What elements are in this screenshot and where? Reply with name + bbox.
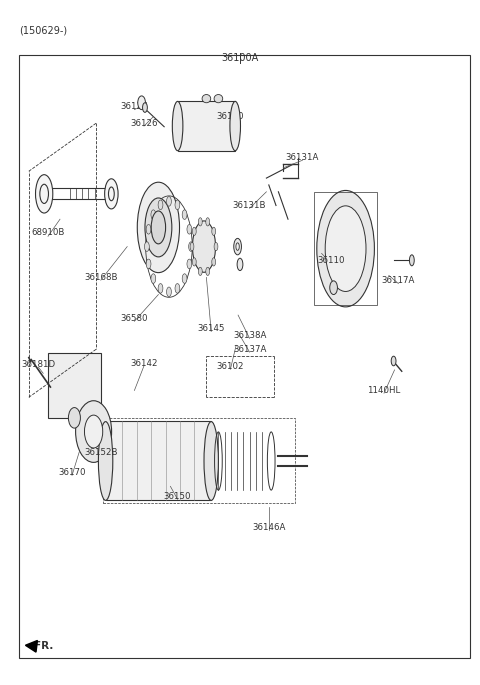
Ellipse shape bbox=[84, 415, 103, 448]
Text: 36131A: 36131A bbox=[286, 153, 319, 162]
Text: 36145: 36145 bbox=[197, 324, 225, 334]
Text: (150629-): (150629-) bbox=[19, 26, 67, 36]
Bar bbox=[48, 353, 101, 418]
Text: 36131B: 36131B bbox=[233, 201, 266, 210]
Ellipse shape bbox=[144, 242, 149, 251]
Ellipse shape bbox=[202, 95, 211, 103]
Ellipse shape bbox=[175, 284, 180, 293]
Ellipse shape bbox=[189, 242, 193, 251]
Ellipse shape bbox=[76, 401, 111, 462]
Ellipse shape bbox=[145, 198, 172, 257]
Text: 36110: 36110 bbox=[317, 256, 345, 265]
Ellipse shape bbox=[192, 258, 196, 266]
Ellipse shape bbox=[325, 206, 366, 292]
Ellipse shape bbox=[192, 221, 216, 272]
Ellipse shape bbox=[206, 218, 210, 226]
Ellipse shape bbox=[237, 258, 243, 271]
Ellipse shape bbox=[391, 356, 396, 366]
Text: 36137A: 36137A bbox=[233, 345, 266, 354]
Text: 36580: 36580 bbox=[120, 314, 148, 323]
Polygon shape bbox=[25, 640, 37, 652]
Ellipse shape bbox=[151, 211, 166, 244]
Ellipse shape bbox=[187, 225, 192, 234]
Bar bbox=[106, 421, 211, 500]
Text: 36168B: 36168B bbox=[84, 273, 118, 282]
Text: 36146A: 36146A bbox=[252, 523, 286, 532]
Ellipse shape bbox=[182, 274, 187, 284]
Ellipse shape bbox=[212, 227, 216, 236]
Ellipse shape bbox=[175, 200, 180, 210]
Ellipse shape bbox=[212, 258, 216, 266]
Ellipse shape bbox=[167, 287, 171, 297]
Bar bbox=[314, 192, 377, 305]
Ellipse shape bbox=[236, 243, 239, 250]
Ellipse shape bbox=[187, 259, 192, 269]
Ellipse shape bbox=[214, 95, 223, 103]
Bar bbox=[178, 101, 235, 151]
Bar bbox=[103, 418, 295, 503]
Ellipse shape bbox=[143, 103, 147, 112]
Text: 36120: 36120 bbox=[216, 112, 244, 121]
Ellipse shape bbox=[198, 267, 202, 275]
Text: 36117A: 36117A bbox=[382, 276, 415, 286]
Ellipse shape bbox=[158, 200, 163, 210]
Text: 36150: 36150 bbox=[164, 492, 192, 501]
Ellipse shape bbox=[138, 96, 145, 110]
Ellipse shape bbox=[190, 242, 194, 251]
Ellipse shape bbox=[192, 227, 196, 236]
Ellipse shape bbox=[105, 179, 118, 209]
Ellipse shape bbox=[69, 408, 81, 428]
Ellipse shape bbox=[230, 101, 240, 151]
Text: 36127: 36127 bbox=[120, 101, 148, 111]
Text: 36142: 36142 bbox=[130, 358, 158, 368]
Bar bbox=[19, 55, 470, 658]
Ellipse shape bbox=[151, 274, 156, 284]
Ellipse shape bbox=[108, 187, 114, 201]
Ellipse shape bbox=[146, 225, 151, 234]
Text: 36152B: 36152B bbox=[84, 447, 118, 457]
Ellipse shape bbox=[137, 182, 180, 273]
Ellipse shape bbox=[182, 210, 187, 219]
Ellipse shape bbox=[98, 422, 113, 500]
Ellipse shape bbox=[204, 422, 218, 500]
Text: 36170: 36170 bbox=[58, 468, 86, 477]
Ellipse shape bbox=[158, 284, 163, 293]
Ellipse shape bbox=[234, 238, 241, 255]
Text: 36102: 36102 bbox=[216, 362, 244, 371]
Ellipse shape bbox=[214, 242, 218, 251]
Ellipse shape bbox=[151, 210, 156, 219]
Ellipse shape bbox=[167, 197, 171, 206]
Text: 68910B: 68910B bbox=[31, 228, 65, 238]
Ellipse shape bbox=[317, 190, 374, 307]
Text: 1140HL: 1140HL bbox=[367, 386, 401, 395]
Ellipse shape bbox=[198, 218, 202, 226]
Ellipse shape bbox=[146, 259, 151, 269]
Ellipse shape bbox=[40, 184, 48, 203]
Text: 36126: 36126 bbox=[130, 119, 158, 128]
Text: FR.: FR. bbox=[34, 640, 53, 651]
Ellipse shape bbox=[409, 255, 414, 266]
Ellipse shape bbox=[36, 175, 53, 213]
Ellipse shape bbox=[206, 267, 210, 275]
Text: 36138A: 36138A bbox=[233, 331, 266, 340]
Ellipse shape bbox=[330, 281, 337, 295]
Ellipse shape bbox=[172, 101, 183, 151]
Text: 36100A: 36100A bbox=[221, 53, 259, 63]
Text: 36181D: 36181D bbox=[21, 360, 56, 369]
